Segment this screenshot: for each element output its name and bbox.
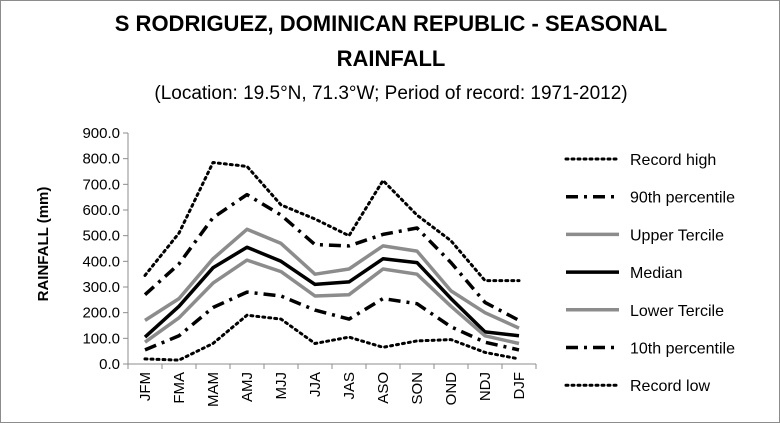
x-tick-label: NDJ bbox=[477, 372, 494, 401]
x-tick-label: AMJ bbox=[239, 372, 256, 402]
chart-subtitle: (Location: 19.5°N, 71.3°W; Period of rec… bbox=[154, 83, 627, 104]
series-line-2 bbox=[144, 227, 520, 330]
series-line-4 bbox=[143, 258, 520, 346]
chart-title-line1: S RODRIGUEZ, DOMINICAN REPUBLIC - SEASON… bbox=[115, 11, 667, 36]
y-tick-label: 100.0 bbox=[82, 330, 120, 347]
x-tick-label: DJF bbox=[511, 372, 528, 400]
y-tick-label: 500.0 bbox=[82, 228, 120, 245]
series-line-6 bbox=[143, 313, 521, 362]
x-tick-label: JJA bbox=[307, 372, 324, 397]
y-tick-label: 400.0 bbox=[82, 253, 120, 270]
legend-label: Record high bbox=[630, 152, 716, 169]
y-tick-label: 300.0 bbox=[82, 279, 120, 296]
legend: Record high 90th percentile Upper Tercile M… bbox=[564, 152, 735, 395]
x-tick-label: JAS bbox=[341, 372, 358, 400]
chart-title-line2: RAINFALL bbox=[337, 46, 446, 71]
y-tick-label: 900.0 bbox=[82, 125, 120, 142]
y-axis-label: RAINFALL (mm) bbox=[35, 187, 52, 302]
series-line-1 bbox=[143, 192, 520, 322]
x-tick-label: MJJ bbox=[273, 372, 290, 400]
x-tick-label: FMA bbox=[171, 372, 188, 404]
series-line-5 bbox=[144, 290, 520, 352]
x-tick-label: SON bbox=[409, 372, 426, 405]
legend-label: Lower Tercile bbox=[630, 303, 724, 320]
series-line-0 bbox=[143, 161, 521, 283]
y-tick-label: 200.0 bbox=[82, 305, 120, 322]
x-tick-label: OND bbox=[443, 372, 460, 406]
legend-label: Upper Tercile bbox=[630, 227, 724, 244]
y-tick-label: 0.0 bbox=[99, 356, 120, 373]
legend-label: 10th percentile bbox=[630, 341, 735, 358]
y-tick-label: 600.0 bbox=[82, 202, 120, 219]
x-tick-label: JFM bbox=[137, 372, 154, 401]
axes: 0.0 100.0 200.0 300.0 400.0 500.0 600.0 700.0 80… bbox=[82, 125, 537, 407]
series-layer bbox=[143, 161, 521, 362]
y-tick-label: 700.0 bbox=[82, 176, 120, 193]
legend-label: Median bbox=[630, 265, 682, 282]
x-tick-label: ASO bbox=[375, 372, 392, 404]
x-tick-label: MAM bbox=[205, 372, 222, 407]
legend-label: Record low bbox=[630, 378, 710, 395]
legend-label: 90th percentile bbox=[630, 190, 735, 207]
series-line-3 bbox=[143, 245, 520, 339]
y-tick-label: 800.0 bbox=[82, 151, 120, 168]
